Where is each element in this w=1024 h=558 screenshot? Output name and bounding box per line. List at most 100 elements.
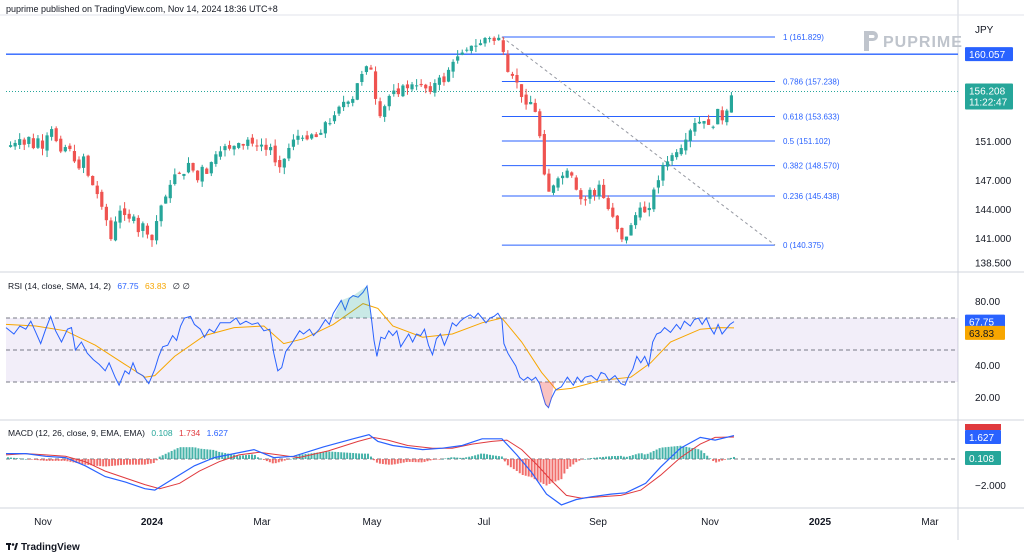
macd-histogram-bar [554,459,557,482]
macd-histogram-bar [358,453,361,459]
macd-histogram-bar [694,448,697,459]
macd-histogram-bar [239,455,242,459]
candle-body [314,134,318,138]
currency-label: JPY [975,25,994,36]
puprime-logo-icon [864,31,878,51]
candle-body [255,145,259,147]
macd-histogram-bar [250,454,253,459]
candle-body [342,101,346,108]
macd-histogram-bar [569,459,572,467]
rsi-value-text: 67.75 [969,318,994,329]
candle-body [679,148,683,155]
candle-body [164,196,168,204]
macd-histogram-bar [247,454,250,459]
candle-body [223,146,227,151]
macd-histogram-bar [527,459,530,477]
rsi-legend[interactable]: RSI (14, close, SMA, 14, 2) 67.75 63.83 … [8,281,194,292]
time-tick-label: 2025 [809,517,832,528]
candle-body [182,173,186,176]
macd-histogram-bar [307,453,310,459]
macd-histogram-bar [164,453,167,459]
macd-line [6,434,735,506]
macd-histogram-bar [277,459,280,463]
macd-histogram-bar [60,459,63,461]
rsi-tick-label: 20.00 [975,393,1000,404]
macd-histogram-bar [575,459,578,463]
macd-histogram-bar [399,459,402,464]
candle-body [460,52,464,55]
candle-body [95,185,99,195]
candle-body [446,69,451,82]
candle-body [246,139,250,146]
macd-histogram-bar [137,459,140,465]
macd-histogram-bar [194,447,197,459]
macd-histogram-bar [18,458,21,460]
horizontal-line-price-text: 160.057 [969,50,1006,61]
macd-histogram-bar [497,456,500,459]
time-tick-label: Sep [589,517,607,528]
candle-body [346,101,350,104]
candle-body [579,190,583,200]
fib-level-label: 0.618 (153.633) [783,112,840,121]
candle-body [624,236,629,241]
macd-histogram-bar [152,459,155,463]
candle-body [542,134,546,175]
macd-histogram-bar [703,453,706,459]
candle-body [209,162,213,174]
candle-body [684,139,688,151]
candle-body [405,84,410,89]
macd-histogram-bar [518,459,521,474]
macd-histogram-bar [679,445,682,459]
candle-body [697,121,702,124]
macd-histogram-bar [143,459,146,465]
macd-histogram-bar [727,458,730,460]
candle-body [8,145,13,147]
macd-histogram-bar [566,459,569,469]
macd-histogram-bar [105,459,108,467]
price-tick-label: 138.500 [975,258,1012,269]
macd-histogram-bar [530,459,533,478]
macd-histogram-bar [536,459,539,481]
candle-body [364,66,369,73]
publish-line: puprime published on TradingView.com, No… [6,4,278,14]
candle-body [328,123,332,125]
candle-body [196,170,200,181]
macd-histogram-bar [191,447,194,459]
macd-histogram-bar [634,454,637,459]
macd-histogram-bar [271,459,274,464]
tradingview-brand[interactable]: TradingView [6,542,80,553]
candle-body [109,220,113,240]
macd-histogram-bar [506,459,509,466]
macd-histogram-bar [120,459,123,466]
candle-body [177,172,181,174]
candle-body [638,207,642,218]
time-tick-label: Jul [478,517,491,528]
candle-body [373,71,378,99]
signal-legend-value: 1.627 [206,428,228,438]
candle-body [141,223,145,231]
macd-histogram-bar [646,453,649,459]
macd-histogram-bar [78,459,81,464]
rsi-oversold-fill [539,382,555,408]
rsi-line [5,284,735,409]
time-tick-label: 2024 [141,517,164,528]
macd-histogram-bar [111,459,114,466]
candle-body [474,45,478,47]
candle-body [515,75,519,83]
macd-histogram-bar [352,453,355,459]
macd-histogram-bar [500,456,503,459]
macd-histogram-bar [274,459,277,464]
macd-histogram-bar [625,456,628,459]
macd-histogram-bar [599,457,602,459]
candle-body [469,45,473,51]
macd-legend-name: MACD (12, 26, close, 9, EMA, EMA) [8,428,145,438]
macd-histogram-bar [453,457,456,459]
macd-histogram-bar [384,459,387,465]
macd-legend[interactable]: MACD (12, 26, close, 9, EMA, EMA) 0.108 … [8,428,232,438]
price-tick-label: 144.000 [975,205,1012,216]
candle-body [86,155,90,176]
macd-histogram-bar [509,459,512,468]
macd-legend-value: 1.734 [179,428,201,438]
macd-histogram-bar [39,459,42,461]
